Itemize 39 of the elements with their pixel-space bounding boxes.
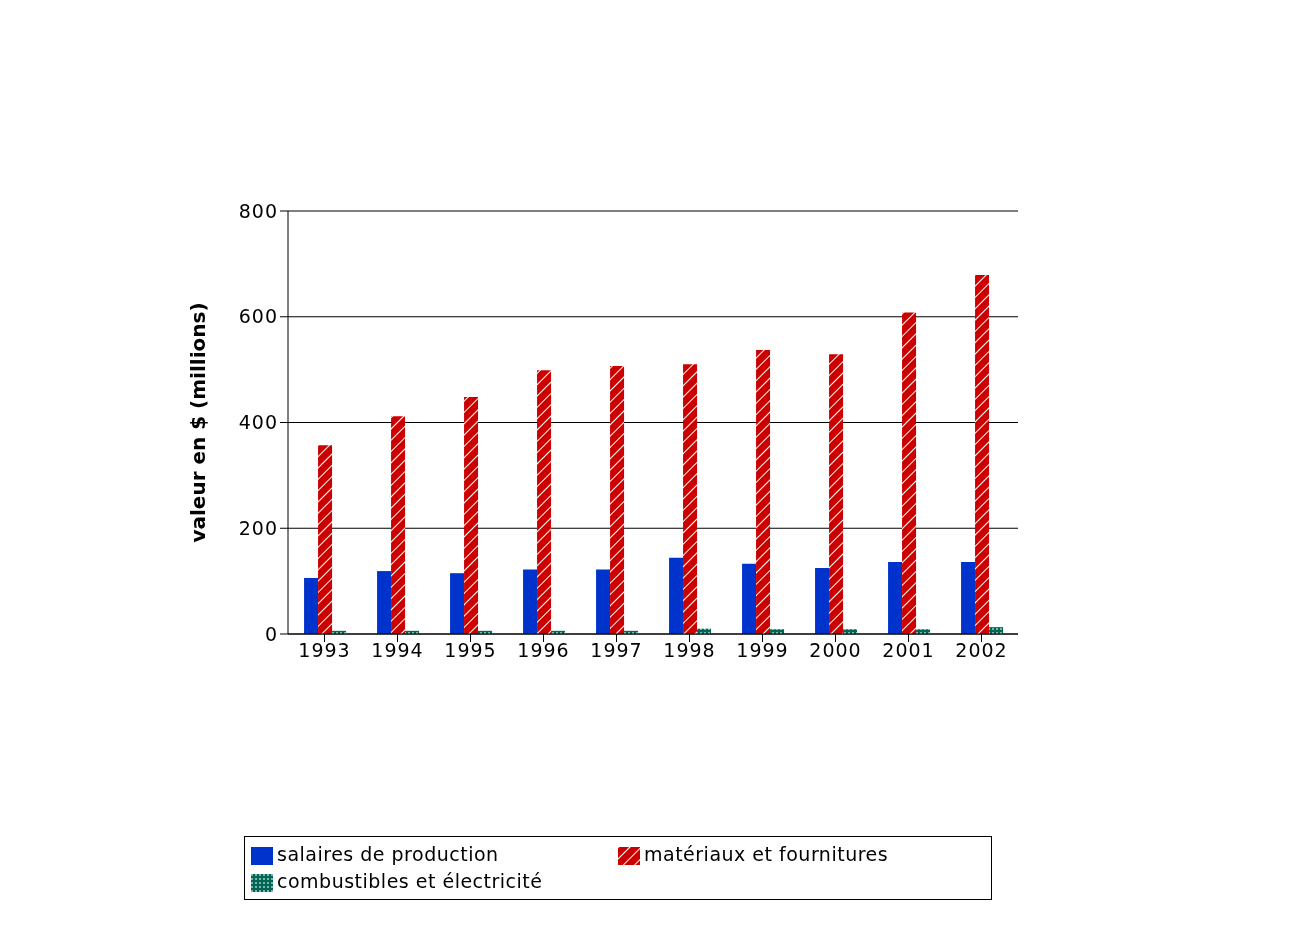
x-tick-label: 1994	[371, 639, 424, 662]
y-tick-label: 200	[238, 516, 278, 539]
x-tick-label: 2002	[955, 639, 1008, 662]
legend-label: matériaux et fournitures	[643, 842, 890, 867]
bar	[888, 562, 903, 634]
legend-label: combustibles et électricité	[276, 869, 544, 894]
x-tick-label: 2001	[882, 639, 935, 662]
bar	[756, 350, 771, 634]
bar	[815, 567, 830, 634]
bar	[596, 569, 611, 634]
x-tick-label: 1996	[517, 639, 570, 662]
bar	[683, 364, 698, 634]
x-tick-label: 1995	[444, 639, 497, 662]
bar	[829, 354, 844, 634]
x-tick-label: 1997	[590, 639, 643, 662]
bar	[610, 365, 625, 634]
bar	[902, 312, 917, 634]
legend-label: salaires de production	[276, 842, 500, 867]
bar	[742, 563, 757, 634]
x-tick-label: 1999	[736, 639, 789, 662]
y-tick-label: 600	[238, 305, 278, 328]
x-tick-label: 1993	[298, 639, 351, 662]
y-axis-title: valeur en $ (millions)	[186, 302, 211, 543]
bar	[464, 397, 479, 634]
bar	[961, 562, 976, 634]
bar	[975, 274, 990, 634]
bar	[377, 571, 392, 634]
x-tick-label: 2000	[809, 639, 862, 662]
bar	[304, 577, 319, 634]
bar	[669, 557, 684, 634]
bar	[537, 370, 552, 634]
y-tick-label: 400	[238, 411, 278, 434]
bar	[391, 416, 406, 634]
bar	[318, 445, 333, 634]
bar	[523, 569, 538, 634]
bar	[450, 573, 465, 634]
y-tick-label: 0	[264, 622, 278, 645]
y-tick-label: 800	[238, 199, 278, 222]
x-tick-label: 1998	[663, 639, 716, 662]
